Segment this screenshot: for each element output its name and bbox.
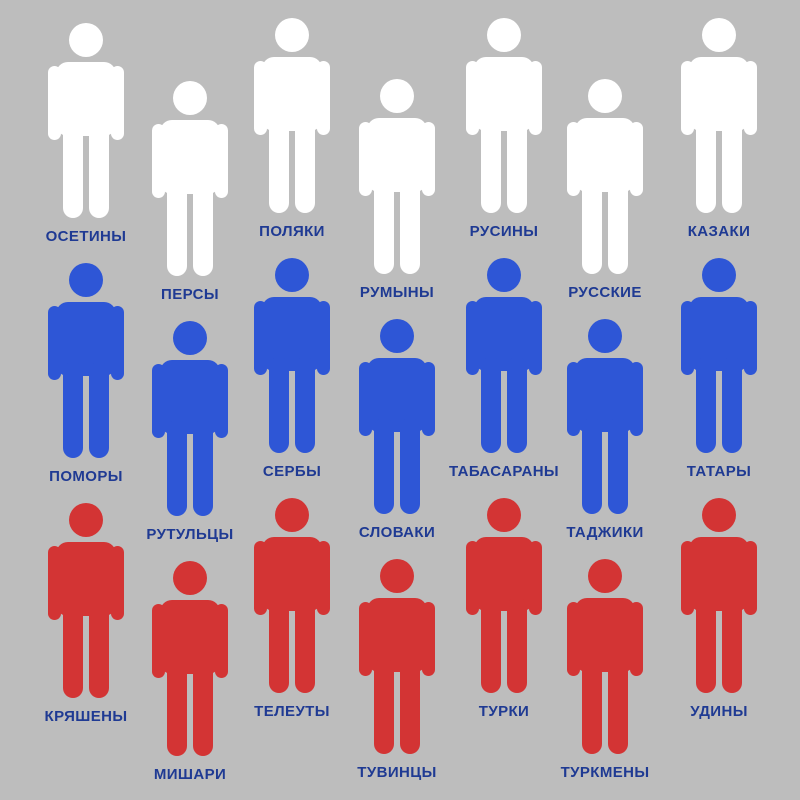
person-icon <box>681 258 757 453</box>
person-icon <box>152 81 228 276</box>
person-label: КРЯШЕНЫ <box>44 708 128 725</box>
person-label: СЕРБЫ <box>262 463 322 480</box>
person-figure: ТАДЖИКИ <box>563 318 647 541</box>
person-label: ОСЕТИНЫ <box>45 228 127 245</box>
person-figure: ТЕЛЕУТЫ <box>250 497 334 720</box>
person-icon <box>567 319 643 514</box>
person-label: ТАДЖИКИ <box>566 524 644 541</box>
person-figure: РУМЫНЫ <box>355 78 439 301</box>
person-figure: СЛОВАКИ <box>355 318 439 541</box>
person-figure: ТУРКИ <box>462 497 546 720</box>
person-icon <box>48 503 124 698</box>
person-label: МИШАРИ <box>153 766 227 783</box>
person-label: ПЕРСЫ <box>161 286 219 303</box>
person-label: ТУВИНЦЫ <box>357 764 437 781</box>
person-figure: ТУВИНЦЫ <box>355 558 439 781</box>
person-figure: МИШАРИ <box>148 560 232 783</box>
person-figure: СЕРБЫ <box>250 257 334 480</box>
person-label: ТЕЛЕУТЫ <box>254 703 330 720</box>
person-figure: ПЕРСЫ <box>148 80 232 303</box>
person-label: ТАБАСАРАНЫ <box>448 463 560 480</box>
person-label: РУМЫНЫ <box>359 284 435 301</box>
person-icon <box>681 18 757 213</box>
person-icon <box>254 18 330 213</box>
person-icon <box>567 79 643 274</box>
person-figure: ПОЛЯКИ <box>250 17 334 240</box>
person-icon <box>254 258 330 453</box>
person-label: ТАТАРЫ <box>686 463 752 480</box>
person-figure: ОСЕТИНЫ <box>44 22 128 245</box>
person-icon <box>466 18 542 213</box>
person-label: КАЗАКИ <box>687 223 751 240</box>
person-icon <box>567 559 643 754</box>
person-label: ПОЛЯКИ <box>259 223 325 240</box>
person-icon <box>48 263 124 458</box>
person-figure: ПОМОРЫ <box>44 262 128 485</box>
person-figure: КАЗАКИ <box>677 17 761 240</box>
person-label: РУССКИЕ <box>568 284 642 301</box>
person-figure: ТАБАСАРАНЫ <box>449 257 559 480</box>
person-icon <box>152 321 228 516</box>
person-figure: УДИНЫ <box>677 497 761 720</box>
person-icon <box>359 559 435 754</box>
person-figure: ТАТАРЫ <box>677 257 761 480</box>
person-label: ПОМОРЫ <box>49 468 123 485</box>
person-icon <box>48 23 124 218</box>
person-icon <box>152 561 228 756</box>
person-label: РУСИНЫ <box>469 223 539 240</box>
person-figure: РУССКИЕ <box>563 78 647 301</box>
person-icon <box>466 498 542 693</box>
person-figure: КРЯШЕНЫ <box>44 502 128 725</box>
person-icon <box>466 258 542 453</box>
person-icon <box>254 498 330 693</box>
person-icon <box>359 79 435 274</box>
person-figure: РУСИНЫ <box>462 17 546 240</box>
person-label: ТУРКИ <box>478 703 530 720</box>
person-label: УДИНЫ <box>690 703 748 720</box>
person-label: РУТУЛЬЦЫ <box>146 526 234 543</box>
person-icon <box>359 319 435 514</box>
person-figure: РУТУЛЬЦЫ <box>146 320 234 543</box>
person-figure: ТУРКМЕНЫ <box>560 558 650 781</box>
person-label: ТУРКМЕНЫ <box>560 764 650 781</box>
person-label: СЛОВАКИ <box>358 524 436 541</box>
person-icon <box>681 498 757 693</box>
